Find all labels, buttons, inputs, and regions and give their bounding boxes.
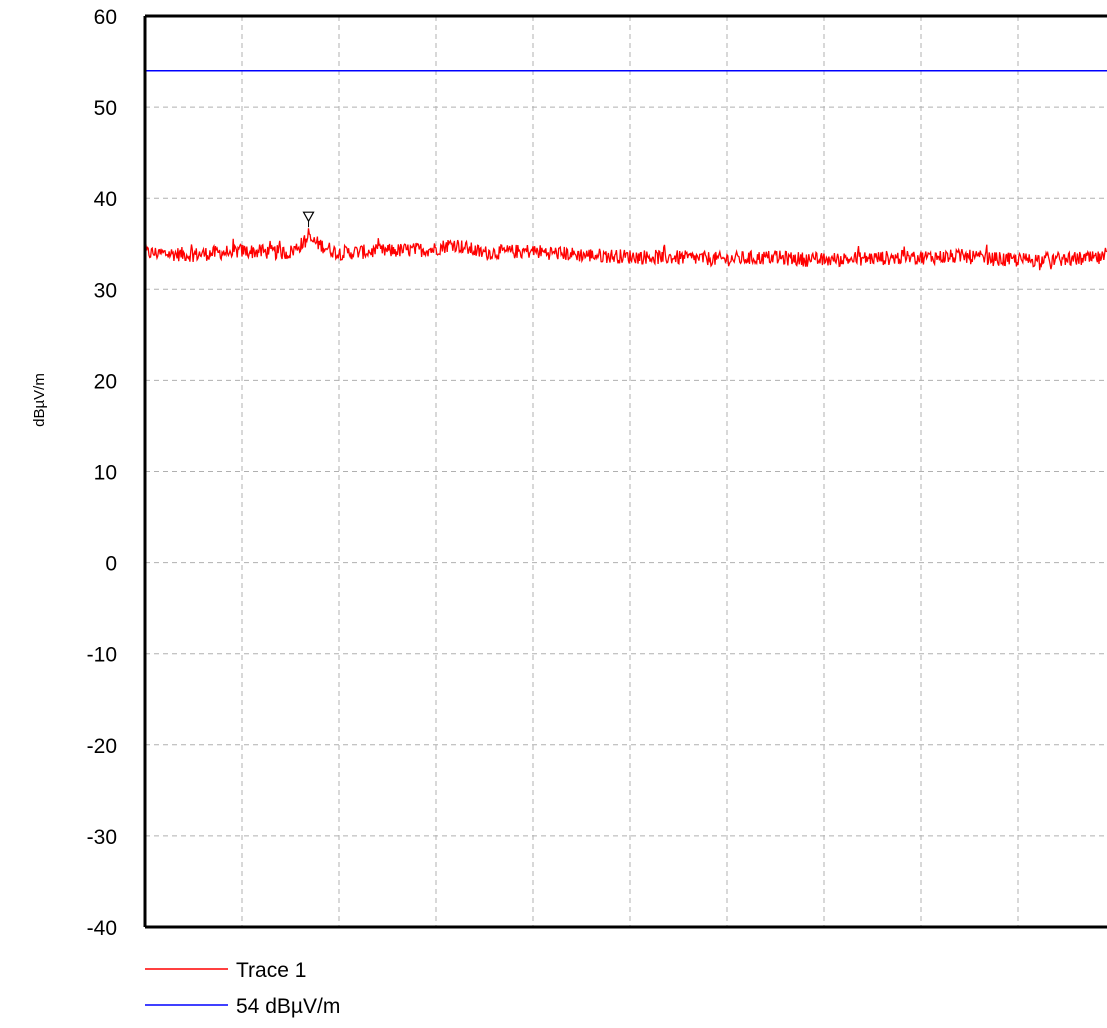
y-tick-label: 50 [94,97,117,120]
tick-layer: 60 50 40 30 20 10 0 -10 -20 -30 -40 [87,6,117,940]
y-tick-label: 10 [94,462,117,485]
y-tick-label: -20 [87,735,117,758]
legend-label: 54 dBµV/m [236,995,340,1018]
series-line-1 [144,228,1107,271]
y-tick-label: 0 [105,553,117,576]
legend: Trace 1 54 dBµV/m [145,959,340,1018]
frame-layer [143,14,1107,929]
y-axis-label: dBµV/m [31,373,48,427]
y-tick-label: -30 [87,826,117,849]
y-tick-label: 20 [94,370,117,393]
grid-layer [145,16,1107,927]
y-tick-label: 40 [94,188,117,211]
series-layer [144,69,1107,271]
y-tick-label: 30 [94,279,117,302]
y-tick-label: -10 [87,644,117,667]
legend-label: Trace 1 [236,959,306,982]
y-tick-label: -40 [87,917,117,940]
peak-marker-icon [302,211,315,223]
y-tick-label: 60 [94,6,117,29]
